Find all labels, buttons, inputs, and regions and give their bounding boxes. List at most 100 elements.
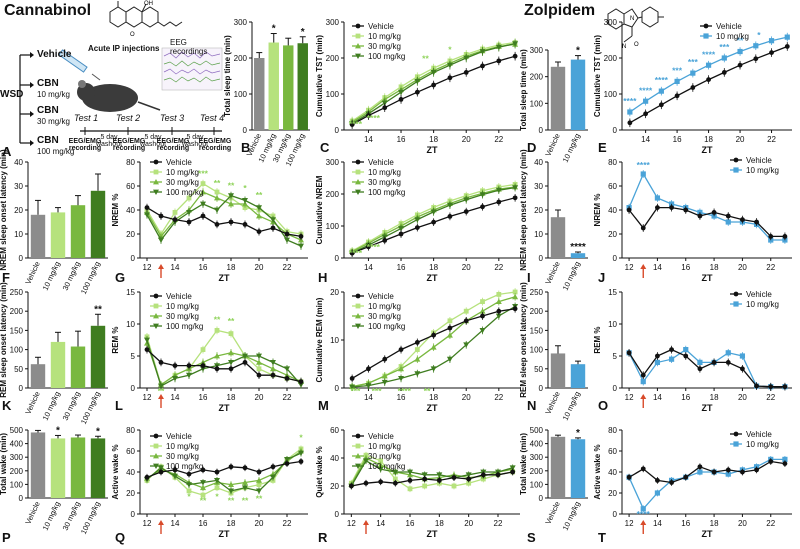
legend-label-h-0: Vehicle	[368, 158, 394, 167]
point-q-1-5	[214, 485, 220, 491]
point-t-1-5	[697, 469, 703, 475]
x-tick-label-j-5: 22	[766, 263, 775, 272]
sig-l-2: **	[228, 316, 235, 326]
point-t-0-0	[626, 474, 632, 480]
x-tick-label-p-2: 30 mg/kg	[61, 500, 82, 532]
wsd-label: WSD	[0, 89, 24, 100]
legend-marker-e-1	[703, 33, 709, 39]
point-l-2-8	[256, 359, 262, 365]
point-q-0-11	[298, 459, 304, 464]
point-j-0-6	[711, 210, 717, 215]
sig-e-6: ***	[719, 42, 730, 52]
point-o-0-8	[740, 366, 745, 372]
point-j-0-9	[754, 219, 759, 225]
point-l-0-3	[186, 363, 192, 368]
sig-i-1: ****	[570, 242, 586, 253]
y-tick-label-f-4: 40	[14, 158, 23, 167]
group-cbn-100: CBN	[37, 135, 59, 146]
point-g-0-4	[200, 213, 206, 219]
point-l-2-5	[214, 353, 220, 359]
bar-b-0	[254, 58, 265, 130]
y-tick-label-r-2: 40	[330, 454, 339, 463]
point-r-0-2	[378, 479, 384, 485]
point-t-0-10	[768, 459, 774, 464]
svg-text:N: N	[630, 16, 634, 22]
x-tick-label-p-3: 100 mg/kg	[79, 500, 102, 536]
bar-f-0	[30, 214, 46, 258]
panel-label-p: P	[2, 530, 11, 545]
point-g-3-0	[144, 212, 150, 218]
y-tick-label-m-1: 10	[330, 336, 339, 345]
point-t-0-1	[640, 466, 646, 472]
point-g-3-11	[298, 243, 304, 249]
x-tick-label-r-4: 20	[464, 519, 473, 528]
sig-q-4: **	[242, 496, 249, 506]
x-axis-label-q: ZT	[219, 529, 230, 539]
point-e-1-5	[705, 62, 712, 68]
bar-p-2	[70, 437, 86, 498]
point-q-3-7	[242, 485, 248, 491]
recording-4: EEG/EMG recording	[198, 138, 232, 152]
y-tick-label-i-4: 40	[534, 158, 543, 167]
x-tick-label-i-1: 10 mg/kg	[561, 260, 582, 292]
point-h-3-10	[512, 185, 519, 191]
y-tick-label-f-1: 10	[14, 230, 23, 239]
point-r-1-3	[392, 476, 398, 482]
x-tick-label-s-0: Vehicle	[543, 500, 561, 526]
panel-label-d: D	[527, 140, 537, 155]
y-tick-label-i-2: 20	[534, 206, 543, 215]
point-l-3-6	[228, 360, 234, 366]
y-tick-label-r-0: 0	[335, 510, 340, 519]
point-l-3-10	[284, 366, 290, 372]
point-q-3-10	[284, 457, 290, 463]
sig-e-0: ****	[623, 96, 637, 106]
panel-label-m: M	[318, 398, 329, 413]
x-tick-label-l-0: 12	[143, 393, 152, 402]
x-tick-label-f-2: 30 mg/kg	[61, 260, 82, 292]
schematic-lines	[19, 47, 223, 146]
y-tick-label-o-1: 5	[613, 352, 618, 361]
x-tick-label-h-3: 20	[462, 263, 471, 272]
point-e-0-4	[690, 85, 696, 90]
point-g-3-4	[200, 201, 206, 207]
point-m-3-9	[495, 313, 502, 319]
legend-marker-h-2	[355, 179, 361, 185]
y-tick-label-f-2: 20	[14, 206, 23, 215]
sig-q-2: *	[215, 491, 219, 501]
point-r-1-5	[422, 483, 428, 489]
x-tick-label-t-5: 22	[766, 519, 775, 528]
point-o-1-1	[640, 379, 646, 385]
point-h-0-3	[398, 231, 404, 237]
point-q-2-4	[200, 484, 206, 491]
sig-q-0: *	[187, 491, 191, 501]
point-m-0-7	[463, 318, 469, 324]
y-tick-label-i-3: 30	[534, 182, 543, 191]
point-t-1-7	[725, 471, 731, 477]
point-r-2-2	[377, 462, 384, 468]
legend-label-l-2: 30 mg/kg	[166, 312, 199, 321]
point-l-0-6	[228, 366, 234, 372]
panel-label-q: Q	[115, 530, 126, 545]
point-m-3-5	[430, 366, 437, 372]
legend-label-q-0: Vehicle	[166, 432, 192, 441]
x-tick-label-d-1: 10 mg/kg	[561, 132, 582, 164]
point-l-1-8	[256, 366, 262, 372]
x-tick-label-c-1: 16	[397, 135, 406, 144]
series-line-r-2	[350, 457, 513, 485]
bar-i-1	[570, 253, 586, 258]
legend-label-e-0: Vehicle	[716, 22, 742, 31]
point-m-0-4	[414, 340, 420, 345]
point-m-2-8	[479, 308, 486, 314]
panel-label-o: O	[598, 398, 609, 413]
legend-marker-o-1	[733, 301, 739, 307]
legend-label-g-1: 10 mg/kg	[166, 168, 199, 177]
y-tick-label-n-4: 200	[530, 307, 544, 316]
point-q-0-9	[270, 464, 276, 470]
y-axis-label-j: NREM %	[593, 194, 602, 227]
y-tick-label-g-2: 40	[126, 206, 135, 215]
bar-f-1	[50, 212, 66, 258]
series-line-t-0	[628, 460, 785, 484]
recording-3: EEG/EMG recording	[156, 138, 190, 152]
x-tick-label-i-0: Vehicle	[543, 260, 561, 286]
y-tick-label-q-3: 60	[126, 447, 135, 456]
